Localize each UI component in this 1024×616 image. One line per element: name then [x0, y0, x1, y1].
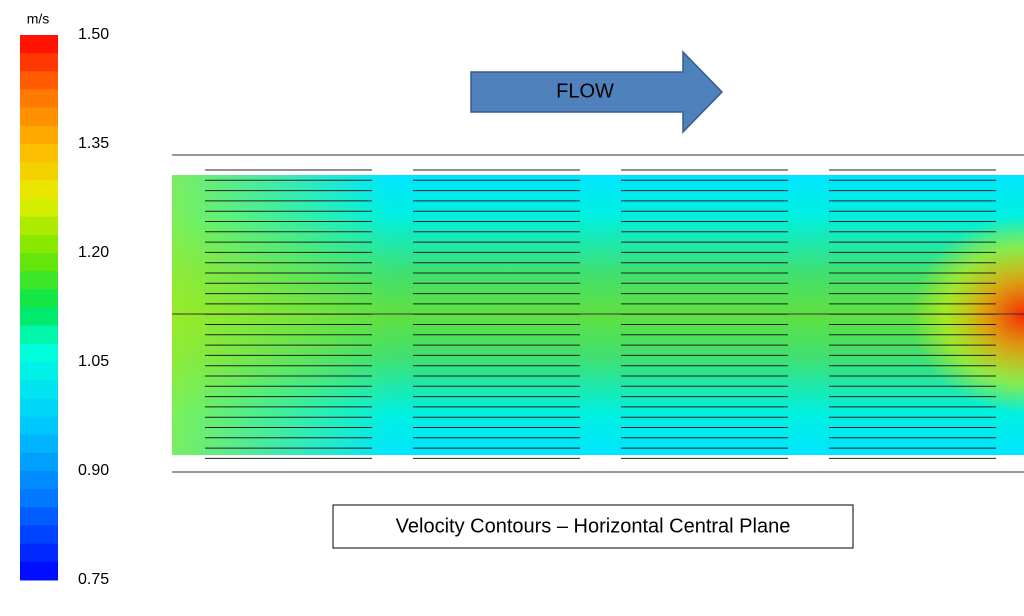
flow-arrow: [470, 50, 724, 134]
colorbar-band: [20, 271, 58, 290]
plates: [205, 169, 996, 459]
colorbar-band: [20, 434, 58, 454]
colorbar-band: [20, 253, 58, 272]
colorbar-tick-label: 1.20: [78, 244, 109, 261]
colorbar-tick-label: 0.75: [78, 571, 109, 588]
colorbar-band: [20, 343, 58, 363]
colorbar: [20, 35, 58, 581]
colorbar-band: [20, 307, 58, 327]
outlet-region: [700, 175, 1024, 455]
colorbar-band: [20, 216, 58, 236]
colorbar-band: [20, 107, 58, 127]
colorbar-band: [20, 289, 58, 308]
colorbar-band: [20, 416, 58, 436]
colorbar-band: [20, 362, 58, 381]
colorbar-band: [20, 452, 58, 472]
colorbar-band: [20, 325, 58, 345]
colorbar-band: [20, 471, 58, 490]
colorbar-band: [20, 507, 58, 526]
colorbar-band: [20, 71, 58, 90]
colorbar-band: [20, 35, 58, 54]
colorbar-band: [20, 561, 58, 581]
colorbar-band: [20, 198, 58, 218]
colorbar-tick-label: 1.05: [78, 353, 109, 370]
contour-field: [172, 175, 1024, 455]
flow-label: FLOW: [556, 80, 614, 102]
legend-unit: m/s: [27, 11, 50, 27]
colorbar-band: [20, 398, 58, 417]
colorbar-band: [20, 234, 58, 254]
colorbar-tick-label: 1.35: [78, 135, 109, 152]
colorbar-band: [20, 489, 58, 508]
colorbar-band: [20, 53, 58, 72]
colorbar-band: [20, 180, 58, 199]
colorbar-tick-label: 0.90: [78, 462, 109, 479]
colorbar-band: [20, 144, 58, 163]
colorbar-band: [20, 525, 58, 545]
caption-box: [332, 504, 854, 549]
colorbar-band: [20, 380, 58, 399]
colorbar-band: [20, 543, 58, 563]
colorbar-band: [20, 162, 58, 181]
colorbar-tick-label: 1.50: [78, 26, 109, 43]
inlet-region: [172, 175, 392, 455]
colorbar-band: [20, 89, 58, 109]
caption: Velocity Contours – Horizontal Central P…: [396, 515, 791, 537]
colorbar-band: [20, 125, 58, 145]
